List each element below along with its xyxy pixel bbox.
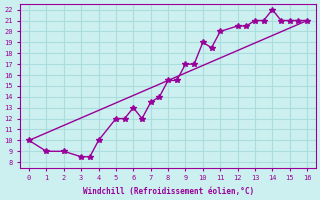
X-axis label: Windchill (Refroidissement éolien,°C): Windchill (Refroidissement éolien,°C) [83, 187, 254, 196]
